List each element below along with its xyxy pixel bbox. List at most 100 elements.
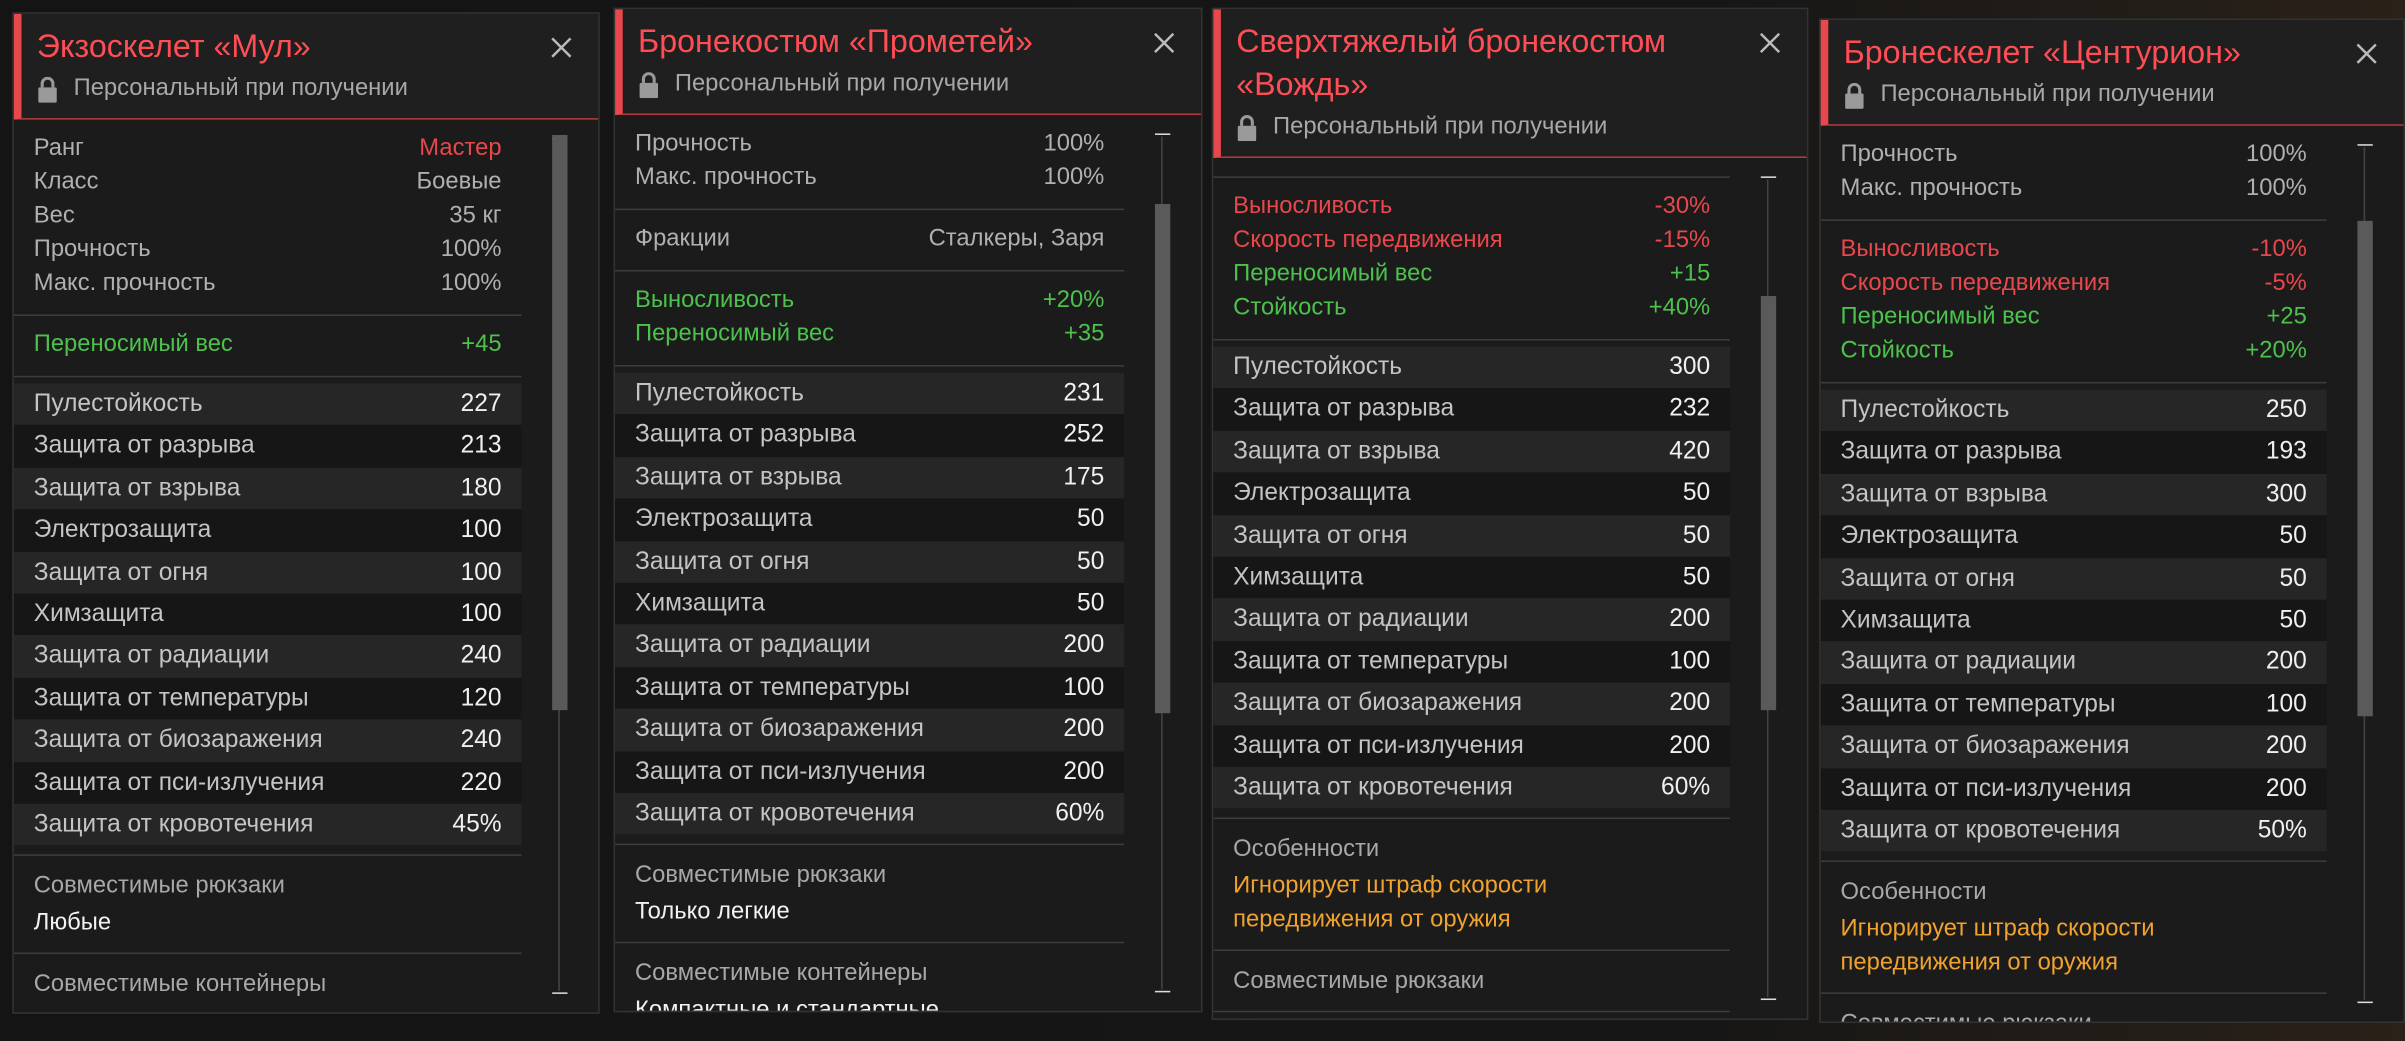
- stat-label: Стойкость: [1840, 337, 1954, 364]
- section-heading: Совместимые рюкзаки: [1841, 1008, 2307, 1021]
- lock-icon: [1845, 82, 1864, 109]
- stat-value: 60%: [1661, 774, 1711, 801]
- stat-value: 50: [1682, 522, 1711, 549]
- info-section: Выносливость -30% Скорость передвижения -15…: [1213, 176, 1731, 341]
- stat-row: Электрозащита 100: [13, 509, 522, 552]
- text-section: Совместимые рюкзаки Только легкие: [615, 846, 1125, 945]
- stats-section: Пулестойкость 300 Защита от разрыва 232 Защи…: [1213, 341, 1731, 820]
- stat-value: 100%: [2246, 174, 2307, 201]
- stat-value: 50: [2279, 565, 2307, 592]
- stat-row: Защита от температуры 100: [615, 666, 1125, 709]
- card-title: Экзоскелет «Мул»: [36, 29, 311, 65]
- stat-row: Защита от кровотечения 45%: [13, 803, 522, 846]
- scroll-cap: [2357, 144, 2373, 146]
- stat-row: Защита от кровотечения 50%: [1820, 809, 2327, 852]
- close-button[interactable]: [1758, 31, 1783, 56]
- stat-value: 50: [1682, 480, 1711, 507]
- stat-label: Класс: [33, 168, 99, 195]
- lock-icon: [1237, 114, 1257, 141]
- stat-value: 300: [1669, 354, 1711, 381]
- stat-value: +35: [1064, 320, 1105, 347]
- scroll-thumb: [1154, 203, 1171, 714]
- stat-value: +40%: [1648, 294, 1711, 321]
- stat-value: 300: [2265, 481, 2307, 508]
- card-title: Сверхтяжелый бронекостюм «Вождь»: [1236, 24, 1667, 103]
- stat-label: Выносливость: [1840, 236, 2000, 263]
- stat-label: Химзащита: [33, 601, 164, 628]
- card-body: Прочность 100% Макс. прочность 100% Вынослив…: [1820, 126, 2327, 1022]
- stat-label: Защита от разрыва: [634, 422, 856, 449]
- stat-value: 100: [460, 601, 502, 628]
- stat-row: Защита от огня 50: [1820, 557, 2327, 600]
- scroll-cap: [2357, 1001, 2373, 1004]
- stat-value: 240: [460, 727, 502, 754]
- stat-label: Переносимый вес: [1840, 303, 2040, 330]
- stat-label: Вес: [33, 202, 75, 229]
- stat-label: Защита от радиации: [1840, 649, 2076, 676]
- stat-value: 227: [460, 391, 502, 418]
- stat-row: Защита от огня 50: [615, 540, 1125, 583]
- section-text: Компактные и стандартные: [634, 997, 939, 1011]
- scroll-cap: [1154, 990, 1171, 993]
- stat-label: Защита от пси-излучения: [1840, 775, 2132, 802]
- stat-row: Стойкость +20%: [1821, 334, 2327, 368]
- stat-value: Мастер: [419, 134, 502, 162]
- stat-value: 50: [1077, 548, 1105, 575]
- stat-row: Защита от разрыва 252: [615, 414, 1125, 457]
- card-subtitle: Персональный при получении: [73, 75, 408, 102]
- stats-section: Пулестойкость 250 Защита от разрыва 193 Защи…: [1820, 383, 2327, 863]
- stat-label: Макс. прочность: [33, 269, 216, 297]
- stat-row: Защита от радиации 200: [1213, 598, 1731, 641]
- stat-label: Защита от биозаражения: [634, 716, 924, 743]
- lock-icon: [639, 71, 659, 98]
- stat-label: Защита от радиации: [634, 632, 871, 659]
- stat-row: Скорость передвижения -5%: [1821, 267, 2327, 301]
- stat-label: Электрозащита: [33, 517, 212, 544]
- card-header: Сверхтяжелый бронекостюм «Вождь» Персонал…: [1213, 9, 1807, 158]
- scroll-cap: [1760, 998, 1777, 1001]
- stat-label: Электрозащита: [1233, 480, 1411, 507]
- stat-value: Боевые: [416, 168, 502, 195]
- stat-row: Переносимый вес +15: [1213, 258, 1730, 292]
- stat-value: 50: [2279, 607, 2307, 634]
- stat-label: Защита от взрыва: [1233, 438, 1440, 465]
- stat-value: 100%: [440, 269, 502, 297]
- info-section: Фракции Сталкеры, Заря: [615, 210, 1125, 272]
- stat-label: Защита от радиации: [1233, 606, 1469, 633]
- section-heading: Особенности: [1233, 836, 1380, 863]
- card-subtitle: Персональный при получении: [1880, 81, 2215, 108]
- stat-row: Выносливость -10%: [1821, 233, 2327, 267]
- stat-label: Защита от взрыва: [33, 475, 241, 502]
- stat-label: Химзащита: [1233, 564, 1364, 591]
- stat-label: Защита от температуры: [33, 685, 309, 712]
- close-button[interactable]: [549, 35, 574, 60]
- stat-row: Защита от пси-излучения 200: [1213, 724, 1731, 767]
- card-header: Бронескелет «Центурион» Персональный при …: [1820, 19, 2404, 126]
- stat-value: +45: [461, 331, 502, 358]
- stat-row: Защита от биозаражения 200: [1213, 682, 1731, 725]
- stat-label: Переносимый вес: [33, 331, 233, 358]
- stat-row: Класс Боевые: [14, 166, 522, 200]
- close-button[interactable]: [2354, 41, 2379, 66]
- info-section: Переносимый вес +45: [13, 316, 522, 378]
- stat-row: Электрозащита 50: [1820, 515, 2327, 558]
- stat-row: Химзащита 50: [615, 582, 1125, 625]
- card-body: Прочность 100% Макс. прочность 100% Фракции С…: [615, 115, 1125, 1011]
- stat-value: 420: [1669, 438, 1711, 465]
- stat-value: -10%: [2251, 236, 2307, 263]
- section-heading: Совместимые рюкзаки: [1233, 968, 1485, 995]
- stat-label: Ранг: [33, 134, 84, 162]
- info-section: Ранг Мастер Класс Боевые Вес 35 кг Прочность 10…: [13, 120, 522, 316]
- stat-row: Электрозащита 50: [1213, 472, 1731, 515]
- stat-row: Химзащита 50: [1820, 599, 2327, 642]
- stat-row: Макс. прочность 100%: [615, 161, 1124, 195]
- stat-row: Защита от кровотечения 60%: [615, 793, 1125, 836]
- stat-row: Выносливость -30%: [1213, 190, 1730, 224]
- close-button[interactable]: [1152, 31, 1177, 56]
- scrollbar: [2327, 126, 2404, 1022]
- stat-label: Стойкость: [1233, 294, 1347, 321]
- stat-value: 50: [1077, 590, 1105, 617]
- item-card: Сверхтяжелый бронекостюм «Вождь» Персонал…: [1211, 7, 1809, 1020]
- stat-label: Химзащита: [634, 590, 766, 617]
- info-section: Прочность 100% Макс. прочность 100%: [1820, 126, 2327, 221]
